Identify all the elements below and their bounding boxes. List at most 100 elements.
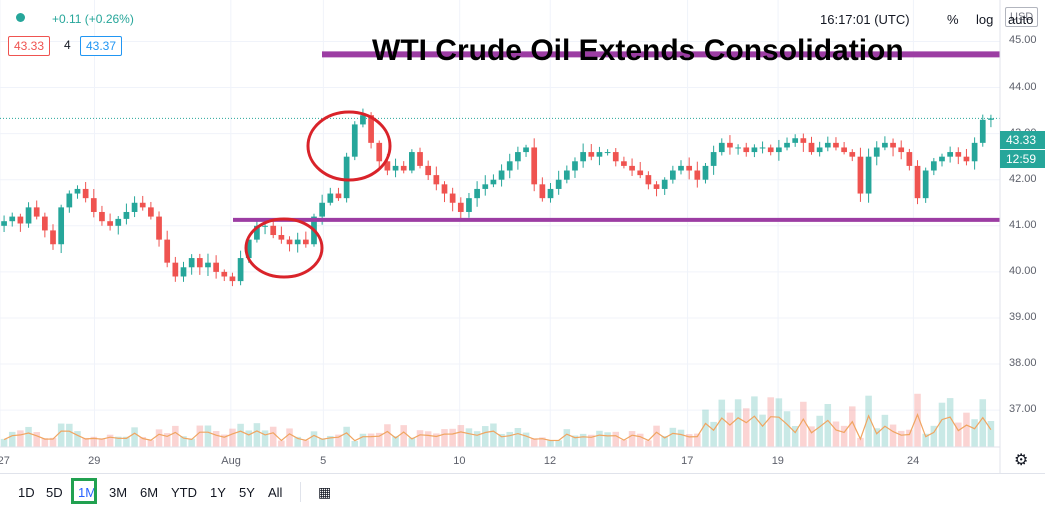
candle-body xyxy=(906,152,913,166)
candle-body xyxy=(849,152,856,157)
volume-bar xyxy=(367,433,375,447)
candle-body xyxy=(629,165,635,171)
candle-body xyxy=(466,198,472,212)
volume-bar xyxy=(506,431,513,447)
time-tick-label: Aug xyxy=(221,455,241,467)
calendar-range-icon[interactable]: ▦ xyxy=(318,484,332,500)
candle-body xyxy=(612,152,619,162)
candle-body xyxy=(156,216,162,240)
volume-bar xyxy=(359,433,367,447)
range-button-6m[interactable]: 6M xyxy=(140,485,159,500)
volume-bar xyxy=(955,422,962,447)
price-tick-label: 42.00 xyxy=(1009,172,1037,185)
range-button-1d[interactable]: 1D xyxy=(18,485,35,500)
volume-bar xyxy=(139,436,146,447)
volume-bar xyxy=(172,425,179,447)
candle-body xyxy=(784,142,790,148)
auto-scale-button[interactable]: auto xyxy=(1008,12,1034,27)
volume-bar xyxy=(245,430,253,447)
candle-body xyxy=(180,267,187,277)
candle-body xyxy=(694,170,701,180)
volume-bar xyxy=(889,424,897,447)
candle-body xyxy=(727,142,733,148)
candle-body xyxy=(947,152,953,157)
candle-body xyxy=(498,170,505,180)
candle-body xyxy=(914,165,921,199)
candle-body xyxy=(515,152,521,162)
candle-body xyxy=(751,147,758,153)
range-button-ytd[interactable]: YTD xyxy=(171,485,197,500)
candle-body xyxy=(74,188,81,194)
candle-body xyxy=(531,147,538,185)
candle-body xyxy=(490,179,497,185)
volume-bar xyxy=(441,429,448,447)
volume-bar xyxy=(849,406,856,447)
volume-bar xyxy=(482,426,489,447)
volume-bar xyxy=(498,433,505,447)
range-button-1m[interactable]: 1M xyxy=(78,485,97,500)
candle-body xyxy=(922,170,929,199)
volume-bar xyxy=(628,431,636,447)
volume-bar xyxy=(800,401,807,447)
volume-bar xyxy=(384,424,391,447)
price-tick-label: 41.00 xyxy=(1009,218,1037,231)
volume-bar xyxy=(791,426,799,447)
volume-bar xyxy=(857,437,864,447)
volume-bar xyxy=(17,430,24,447)
candle-body xyxy=(148,207,154,217)
candle-body xyxy=(539,184,546,199)
candle-body xyxy=(360,115,366,125)
volume-bar xyxy=(400,425,407,447)
price-tick-label: 38.00 xyxy=(1009,357,1037,370)
candle-body xyxy=(988,118,994,120)
volume-bar xyxy=(946,398,954,447)
percent-scale-button[interactable]: % xyxy=(947,12,959,27)
range-button-1y[interactable]: 1Y xyxy=(210,485,226,500)
candle-body xyxy=(718,142,725,153)
volume-bar xyxy=(661,435,668,447)
volume-bar xyxy=(0,438,8,447)
volume-bar xyxy=(669,427,677,447)
settings-gear-icon[interactable]: ⚙ xyxy=(1014,452,1029,469)
volume-bar xyxy=(604,432,611,447)
volume-bar xyxy=(775,398,783,447)
currency-button[interactable]: USD xyxy=(1005,7,1039,27)
utc-clock[interactable]: 16:17:01 (UTC) xyxy=(820,12,910,27)
candle-body xyxy=(776,147,782,153)
volume-bar xyxy=(310,431,318,447)
volume-bar xyxy=(865,395,872,447)
candle-body xyxy=(107,221,113,226)
range-button-all[interactable]: All xyxy=(268,485,283,500)
candle-body xyxy=(262,225,268,227)
ask-price[interactable]: 43.37 xyxy=(80,36,123,56)
volume-bar xyxy=(636,433,644,447)
volume-bar xyxy=(123,436,130,447)
volume-bar xyxy=(392,436,399,447)
volume-bar xyxy=(620,439,628,447)
highlight-circle-peak xyxy=(306,110,392,182)
candle-body xyxy=(882,142,888,148)
volume-bar xyxy=(25,426,32,447)
candle-body xyxy=(939,156,945,162)
volume-bar xyxy=(571,435,579,447)
candle-body xyxy=(474,188,480,199)
range-button-5d[interactable]: 5D xyxy=(46,485,63,500)
candle-body xyxy=(833,142,839,148)
candle-body xyxy=(604,152,611,154)
log-scale-button[interactable]: log xyxy=(976,12,994,27)
volume-bar xyxy=(971,419,978,447)
candle-body xyxy=(653,184,660,189)
volume-bar xyxy=(702,409,709,447)
range-button-5y[interactable]: 5Y xyxy=(239,485,255,500)
candle-body xyxy=(9,216,16,222)
volume-bar xyxy=(375,432,383,447)
volume-bar xyxy=(490,423,497,447)
bid-price[interactable]: 43.33 xyxy=(8,36,51,56)
range-button-3m[interactable]: 3M xyxy=(109,485,128,500)
volume-bar xyxy=(612,431,620,447)
volume-bar xyxy=(832,421,840,447)
annotation-title: WTI Crude Oil Extends Consolidation xyxy=(372,34,904,67)
last-price-badge: 43.33 xyxy=(1000,131,1045,149)
volume-bar xyxy=(74,431,81,447)
